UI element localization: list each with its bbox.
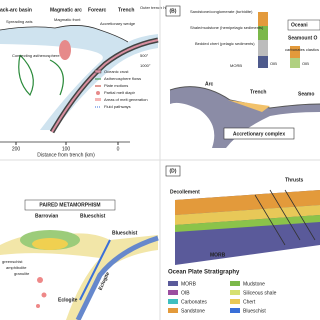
label: 1000°: [140, 63, 151, 68]
label: Magmatic arc: [50, 7, 82, 13]
tick-label: 0: [117, 146, 120, 152]
label: 500°: [140, 53, 149, 58]
label: Sandstone/conglomerate (turbidite): [190, 9, 253, 14]
tick-label: 100: [62, 146, 71, 152]
panel-a: ack-arc basin Magmatic arc Forearc Trenc…: [0, 0, 171, 158]
title: PAIRED METAMORPHISM: [39, 202, 100, 208]
label: MORB: [230, 63, 242, 68]
label: Seamo: [298, 91, 314, 97]
legend-label: MORB: [181, 281, 197, 287]
legend-label: Asthenosphere flows: [104, 76, 141, 81]
panel-d: (D) Decollement Thrusts MORB Ocean Plate…: [165, 165, 320, 314]
label: ack-arc basin: [0, 7, 32, 13]
label: Trench: [118, 7, 134, 13]
label: Trench: [250, 89, 266, 95]
legend-label: Partial melt diapir: [104, 90, 136, 95]
label: Accretionary wedge: [100, 21, 136, 26]
label: Seamount O: [288, 35, 318, 41]
label: OIB: [270, 61, 277, 66]
legend-label: Blueschist: [243, 308, 266, 314]
legend-label: Fluid pathways: [104, 104, 131, 109]
label: Outer trench high: [140, 5, 171, 10]
legend-label: Chert: [243, 299, 256, 305]
label: Thrusts: [285, 177, 304, 183]
label: amphibolite: [6, 265, 27, 270]
box-label: Accretionary complex: [233, 131, 285, 137]
label: Blueschist: [80, 213, 106, 219]
axis-label: Distance from trench (km): [37, 152, 95, 158]
legend-label: Plate motions: [104, 83, 128, 88]
label: Bedded chert (pelagic sediments): [195, 41, 255, 46]
label: MORB: [210, 252, 226, 258]
legend-label: Mudstone: [243, 281, 265, 287]
label: greenschist: [2, 259, 23, 264]
legend-title: Ocean Plate Stratigraphy: [168, 270, 240, 276]
label: Convecting asthenosphere: [12, 53, 60, 58]
label: OIB: [302, 61, 309, 66]
label: Arc: [205, 81, 214, 87]
label: Forearc: [88, 7, 107, 13]
label: granulite: [14, 271, 30, 276]
legend-label: Sandstone: [181, 308, 205, 314]
label: Eclogite: [58, 297, 78, 303]
panel-tag: (D): [170, 168, 177, 174]
panel-tag: (B): [170, 8, 177, 14]
panel-b: (B) Sandstone/conglomerate (turbidite) S…: [165, 5, 320, 148]
label: Magmatic front: [54, 17, 81, 22]
label: Barrovian: [35, 213, 58, 219]
label: Shale/mudstone (hemipelagic sediments): [190, 25, 264, 30]
legend-label: OIB: [181, 290, 190, 296]
panel-c: PAIRED METAMORPHISM Barrovian Blueschist…: [0, 199, 159, 320]
tick-label: 200: [12, 146, 21, 152]
legend-label: Carbonates: [181, 299, 207, 305]
label: Blueschist: [112, 230, 138, 236]
legend-label: Oceanic crust: [104, 69, 129, 74]
legend-label: Areas of melt generation: [104, 97, 148, 102]
legend-label: Siliceous shale: [243, 290, 277, 296]
label: Decollement: [170, 189, 200, 195]
label: Spreading axis: [6, 19, 32, 24]
label: Oceani: [291, 22, 308, 28]
label: carbonates clastics: [285, 47, 319, 52]
